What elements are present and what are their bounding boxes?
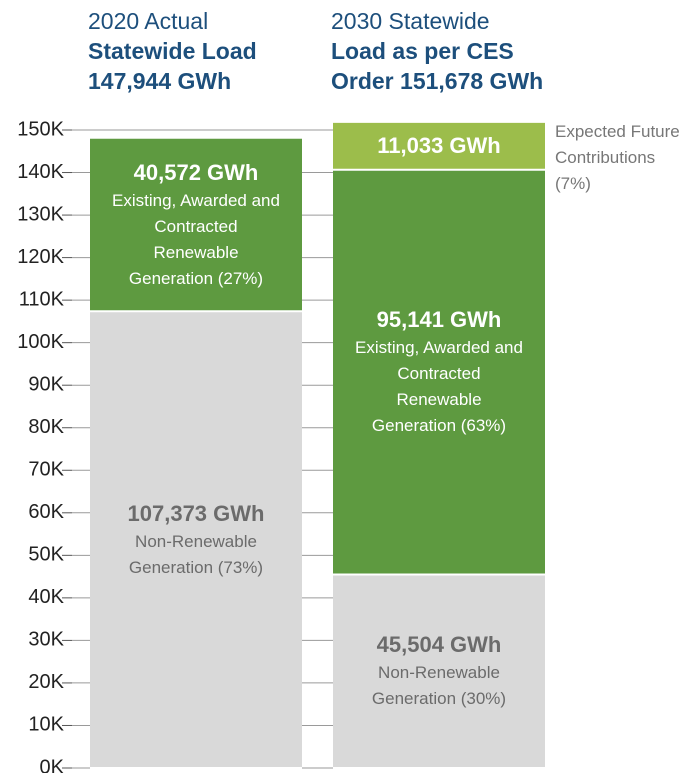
- y-tick-label: 60K: [28, 501, 64, 523]
- segment-description: Existing, Awarded and Contracted Renewab…: [355, 338, 523, 436]
- header-subtitle: 2020 Actual: [88, 8, 209, 34]
- y-tick-label: 130K: [17, 203, 64, 225]
- segment-label: 45,504 GWh Non-Renewable Generation (30%): [333, 630, 545, 712]
- value-label: 107,373 GWh: [127, 500, 265, 526]
- y-tick-label: 20K: [28, 671, 64, 693]
- y-tick-label: 70K: [28, 459, 64, 481]
- bar-segment: [333, 169, 545, 575]
- segment-label: 95,141 GWh Existing, Awarded and Contract…: [333, 305, 545, 439]
- segment-description: Expected Future Contributions (7%): [555, 121, 680, 193]
- y-tick-label: 90K: [28, 373, 64, 395]
- bar-segment: [333, 574, 545, 768]
- segment-description: Non-Renewable Generation (30%): [371, 663, 507, 709]
- y-tick-label: 40K: [28, 586, 64, 608]
- y-tick-label: 140K: [17, 161, 64, 183]
- segment-description: Existing, Awarded and Contracted Renewab…: [112, 191, 280, 289]
- header-subtitle: 2030 Statewide: [331, 8, 490, 34]
- column-header: 2020 Actual Statewide Load 147,944 GWh: [88, 6, 257, 96]
- segment-label: 40,572 GWh Existing, Awarded and Contract…: [90, 158, 302, 292]
- value-label: 40,572 GWh: [133, 160, 259, 186]
- value-label: 11,033 GWh: [377, 133, 501, 159]
- y-tick-label: 110K: [19, 288, 65, 310]
- header-title: Statewide Load: [88, 38, 257, 64]
- y-tick-label: 30K: [28, 629, 64, 651]
- y-tick-label: 100K: [17, 331, 64, 353]
- value-label: 95,141 GWh: [376, 307, 502, 333]
- bar-segment: [90, 138, 302, 312]
- segment-description: Non-Renewable Generation (73%): [128, 531, 264, 577]
- header-title: Load as per CES: [331, 38, 514, 64]
- y-tick-label: 150K: [17, 118, 64, 140]
- segment-label: 11,033 GWh: [333, 131, 545, 161]
- y-tick-label: 120K: [17, 246, 64, 268]
- value-label: 45,504 GWh: [376, 632, 502, 658]
- header-title: 147,944 GWh: [88, 68, 232, 94]
- header-title: Order 151,678 GWh: [331, 68, 544, 94]
- bar-segment: [90, 311, 302, 768]
- bar-segment: [333, 122, 545, 170]
- segment-label: 107,373 GWh Non-Renewable Generation (73%…: [90, 499, 302, 581]
- y-tick-label: 50K: [28, 544, 64, 566]
- y-tick-label: 0K: [40, 756, 65, 773]
- y-tick-label: 80K: [28, 416, 64, 438]
- column-header: 2030 Statewide Load as per CES Order 151,6…: [331, 6, 543, 96]
- y-tick-label: 10K: [28, 714, 64, 736]
